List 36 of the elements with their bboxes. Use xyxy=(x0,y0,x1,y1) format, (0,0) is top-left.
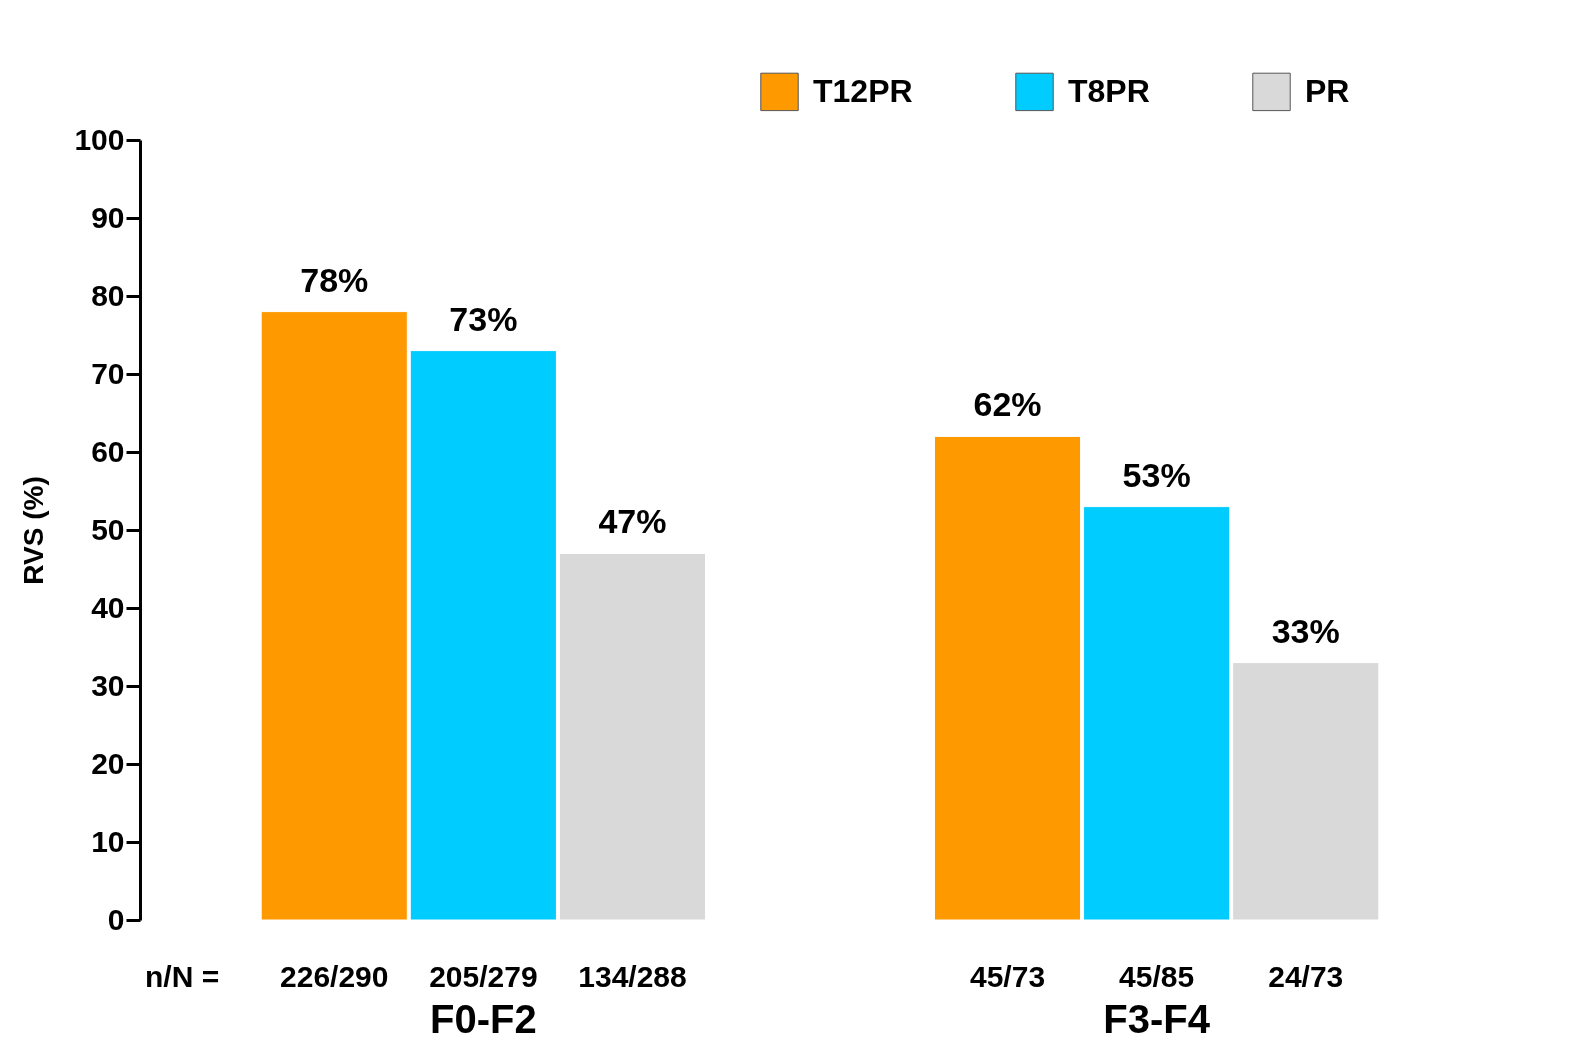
bar xyxy=(409,350,557,921)
x-tick-label: F3-F4 xyxy=(1103,996,1211,1041)
text: 45/73 xyxy=(969,960,1046,993)
bar xyxy=(1232,662,1380,921)
data-label: 53% xyxy=(1122,455,1191,494)
bar xyxy=(933,435,1082,921)
legend-label: PR xyxy=(1305,72,1350,109)
bar xyxy=(558,552,707,921)
y-tick-label: 10 xyxy=(91,824,125,858)
legend-label: T8PR xyxy=(1068,72,1150,109)
text: n/N = xyxy=(145,960,220,993)
legend-label: T12PR xyxy=(813,72,913,109)
data-label: 78% xyxy=(300,260,369,299)
y-tick-label: 100 xyxy=(74,122,125,156)
y-tick-label: 60 xyxy=(91,434,125,468)
y-tick-label: 80 xyxy=(91,278,125,312)
y-tick-label: 0 xyxy=(107,902,125,936)
bar xyxy=(1083,506,1231,921)
y-tick-label: 20 xyxy=(91,746,125,780)
text: 205/279 xyxy=(429,960,538,993)
text: 24/73 xyxy=(1268,960,1344,993)
data-label: 62% xyxy=(973,385,1042,424)
bar xyxy=(260,311,408,921)
data-label: 33% xyxy=(1271,611,1340,650)
data-label: 73% xyxy=(449,299,518,338)
text: 45/85 xyxy=(1119,960,1195,993)
x-tick-label: F0-F2 xyxy=(430,996,537,1041)
y-tick-label: 40 xyxy=(91,590,125,624)
text: 226/290 xyxy=(280,960,389,993)
y-tick-label: 70 xyxy=(91,356,125,390)
text: 134/288 xyxy=(578,960,687,993)
y-tick-label: 50 xyxy=(91,512,125,546)
y-tick-label: 90 xyxy=(91,200,125,234)
y-axis-title: RVS (%) xyxy=(18,476,50,585)
data-label: 47% xyxy=(598,502,667,541)
y-tick-label: 30 xyxy=(91,668,125,702)
